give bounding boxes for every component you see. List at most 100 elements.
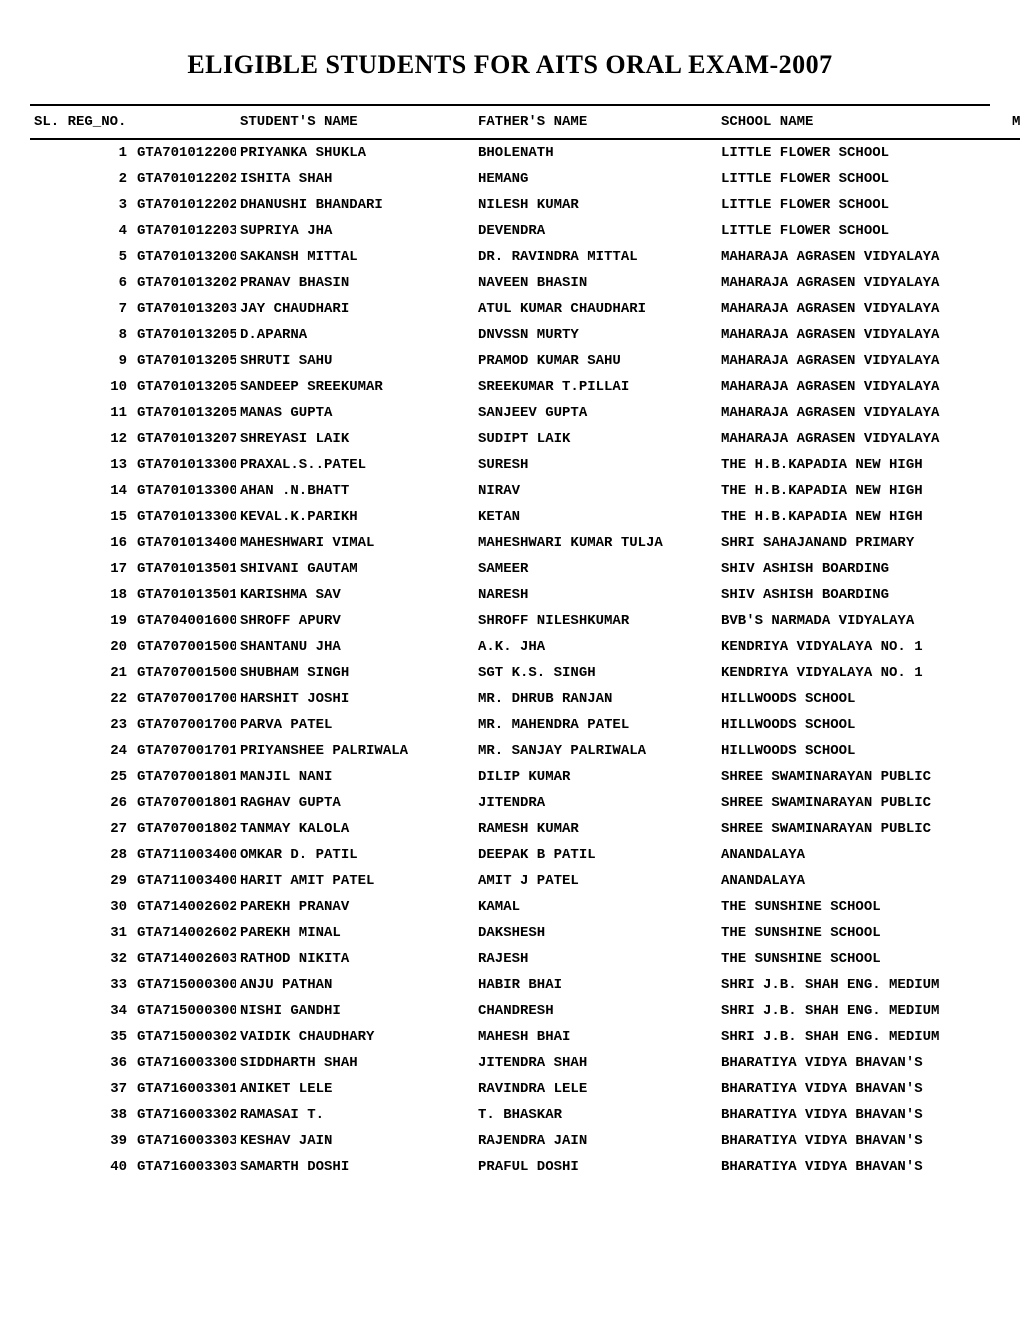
cell-school: LITTLE FLOWER SCHOOL: [717, 140, 995, 166]
cell-father: DNVSSN MURTY: [474, 322, 717, 348]
cell-sl: 20: [30, 634, 133, 660]
table-row: 3GTA7010122028DHANUSHI BHANDARINILESH KU…: [30, 192, 1020, 218]
cell-reg: GTA7110034002: [133, 842, 236, 868]
cell-father: DEVENDRA: [474, 218, 717, 244]
cell-student: PRANAV BHASIN: [236, 270, 474, 296]
table-row: 38GTA7160033021RAMASAI T.T. BHASKARBHARA…: [30, 1102, 1020, 1128]
cell-school: LITTLE FLOWER SCHOOL: [717, 192, 995, 218]
cell-sl: 28: [30, 842, 133, 868]
cell-reg: GTA7160033007: [133, 1050, 236, 1076]
cell-reg: GTA7010122031: [133, 218, 236, 244]
cell-student: PRIYANKA SHUKLA: [236, 140, 474, 166]
table-row: 32GTA7140026031RATHOD NIKITARAJESHTHE SU…: [30, 946, 1020, 972]
table-body: 1GTA7010122001PRIYANKA SHUKLABHOLENATHLI…: [30, 140, 1020, 1180]
cell-sl: 30: [30, 894, 133, 920]
cell-father: BHOLENATH: [474, 140, 717, 166]
cell-student: KEVAL.K.PARIKH: [236, 504, 474, 530]
cell-student: ANIKET LELE: [236, 1076, 474, 1102]
cell-school: ANANDALAYA: [717, 842, 995, 868]
cell-student: RATHOD NIKITA: [236, 946, 474, 972]
cell-school: KENDRIYA VIDYALAYA NO. 1: [717, 660, 995, 686]
cell-sl: 38: [30, 1102, 133, 1128]
cell-school: SHRI J.B. SHAH ENG. MEDIUM: [717, 998, 995, 1024]
header-row: SL. REG_NO. STUDENT'S NAME FATHER'S NAME…: [30, 106, 1020, 138]
table-row: 20GTA7070015004SHANTANU JHAA.K. JHAKENDR…: [30, 634, 1020, 660]
cell-school: BHARATIYA VIDYA BHAVAN'S: [717, 1050, 995, 1076]
cell-school: LITTLE FLOWER SCHOOL: [717, 218, 995, 244]
cell-sl: 33: [30, 972, 133, 998]
cell-reg: GTA7010122028: [133, 192, 236, 218]
table-row: 5GTA7010132006SAKANSH MITTALDR. RAVINDRA…: [30, 244, 1020, 270]
cell-school: BHARATIYA VIDYA BHAVAN'S: [717, 1154, 995, 1180]
cell-father: T. BHASKAR: [474, 1102, 717, 1128]
students-table: SL. REG_NO. STUDENT'S NAME FATHER'S NAME…: [30, 106, 1020, 1180]
cell-school: THE H.B.KAPADIA NEW HIGH: [717, 452, 995, 478]
table-row: 8GTA7010132053D.APARNADNVSSN MURTYMAHARA…: [30, 322, 1020, 348]
cell-school: MAHARAJA AGRASEN VIDYALAYA: [717, 348, 995, 374]
cell-reg: GTA7160033030: [133, 1128, 236, 1154]
cell-marks: B+: [995, 218, 1020, 244]
table-row: 26GTA7070018018RAGHAV GUPTAJITENDRASHREE…: [30, 790, 1020, 816]
cell-father: RAVINDRA LELE: [474, 1076, 717, 1102]
cell-reg: GTA7140026021: [133, 894, 236, 920]
cell-marks: B+: [995, 1024, 1020, 1050]
cell-student: KARISHMA SAV: [236, 582, 474, 608]
col-student: STUDENT'S NAME: [236, 106, 474, 138]
cell-school: MAHARAJA AGRASEN VIDYALAYA: [717, 374, 995, 400]
cell-father: MAHESHWARI KUMAR TULJA: [474, 530, 717, 556]
cell-marks: B+: [995, 608, 1020, 634]
cell-father: DAKSHESH: [474, 920, 717, 946]
cell-sl: 14: [30, 478, 133, 504]
cell-marks: A: [995, 452, 1020, 478]
cell-reg: GTA7010133002: [133, 478, 236, 504]
table-row: 31GTA7140026027PAREKH MINALDAKSHESHTHE S…: [30, 920, 1020, 946]
cell-student: PRAXAL.S..PATEL: [236, 452, 474, 478]
cell-school: THE H.B.KAPADIA NEW HIGH: [717, 478, 995, 504]
table-row: 30GTA7140026021PAREKH PRANAVKAMALTHE SUN…: [30, 894, 1020, 920]
cell-marks: A: [995, 426, 1020, 452]
cell-student: SHANTANU JHA: [236, 634, 474, 660]
cell-father: NAVEEN BHASIN: [474, 270, 717, 296]
cell-sl: 27: [30, 816, 133, 842]
cell-father: ATUL KUMAR CHAUDHARI: [474, 296, 717, 322]
cell-marks: B+: [995, 1076, 1020, 1102]
cell-school: BHARATIYA VIDYA BHAVAN'S: [717, 1102, 995, 1128]
cell-father: MR. DHRUB RANJAN: [474, 686, 717, 712]
cell-reg: GTA7160033014: [133, 1076, 236, 1102]
cell-father: KETAN: [474, 504, 717, 530]
cell-student: SHRUTI SAHU: [236, 348, 474, 374]
col-school: SCHOOL NAME: [717, 106, 995, 138]
cell-marks: B+: [995, 972, 1020, 998]
cell-father: CHANDRESH: [474, 998, 717, 1024]
page-title: ELIGIBLE STUDENTS FOR AITS ORAL EXAM-200…: [30, 50, 990, 80]
cell-father: SREEKUMAR T.PILLAI: [474, 374, 717, 400]
cell-marks: B+: [995, 816, 1020, 842]
cell-sl: 3: [30, 192, 133, 218]
cell-marks: B+: [995, 790, 1020, 816]
cell-sl: 16: [30, 530, 133, 556]
cell-marks: B+: [995, 1154, 1020, 1180]
cell-student: SAMARTH DOSHI: [236, 1154, 474, 1180]
table-row: 14GTA7010133002AHAN .N.BHATTNIRAVTHE H.B…: [30, 478, 1020, 504]
cell-marks: B+: [995, 322, 1020, 348]
cell-school: SHRI SAHAJANAND PRIMARY: [717, 530, 995, 556]
cell-father: NIRAV: [474, 478, 717, 504]
cell-marks: B+: [995, 738, 1020, 764]
cell-marks: B+: [995, 296, 1020, 322]
cell-reg: GTA7070017009: [133, 712, 236, 738]
cell-father: HABIR BHAI: [474, 972, 717, 998]
cell-marks: B+: [995, 270, 1020, 296]
cell-father: DR. RAVINDRA MITTAL: [474, 244, 717, 270]
cell-father: MAHESH BHAI: [474, 1024, 717, 1050]
table-row: 7GTA7010132039JAY CHAUDHARIATUL KUMAR CH…: [30, 296, 1020, 322]
table-row: 40GTA7160033031SAMARTH DOSHIPRAFUL DOSHI…: [30, 1154, 1020, 1180]
cell-reg: GTA7160033031: [133, 1154, 236, 1180]
cell-sl: 19: [30, 608, 133, 634]
table-row: 15GTA7010133008KEVAL.K.PARIKHKETANTHE H.…: [30, 504, 1020, 530]
table-row: 33GTA7150003002ANJU PATHANHABIR BHAISHRI…: [30, 972, 1020, 998]
cell-sl: 22: [30, 686, 133, 712]
cell-sl: 39: [30, 1128, 133, 1154]
cell-student: ANJU PATHAN: [236, 972, 474, 998]
cell-marks: B+: [995, 868, 1020, 894]
cell-father: PRAFUL DOSHI: [474, 1154, 717, 1180]
